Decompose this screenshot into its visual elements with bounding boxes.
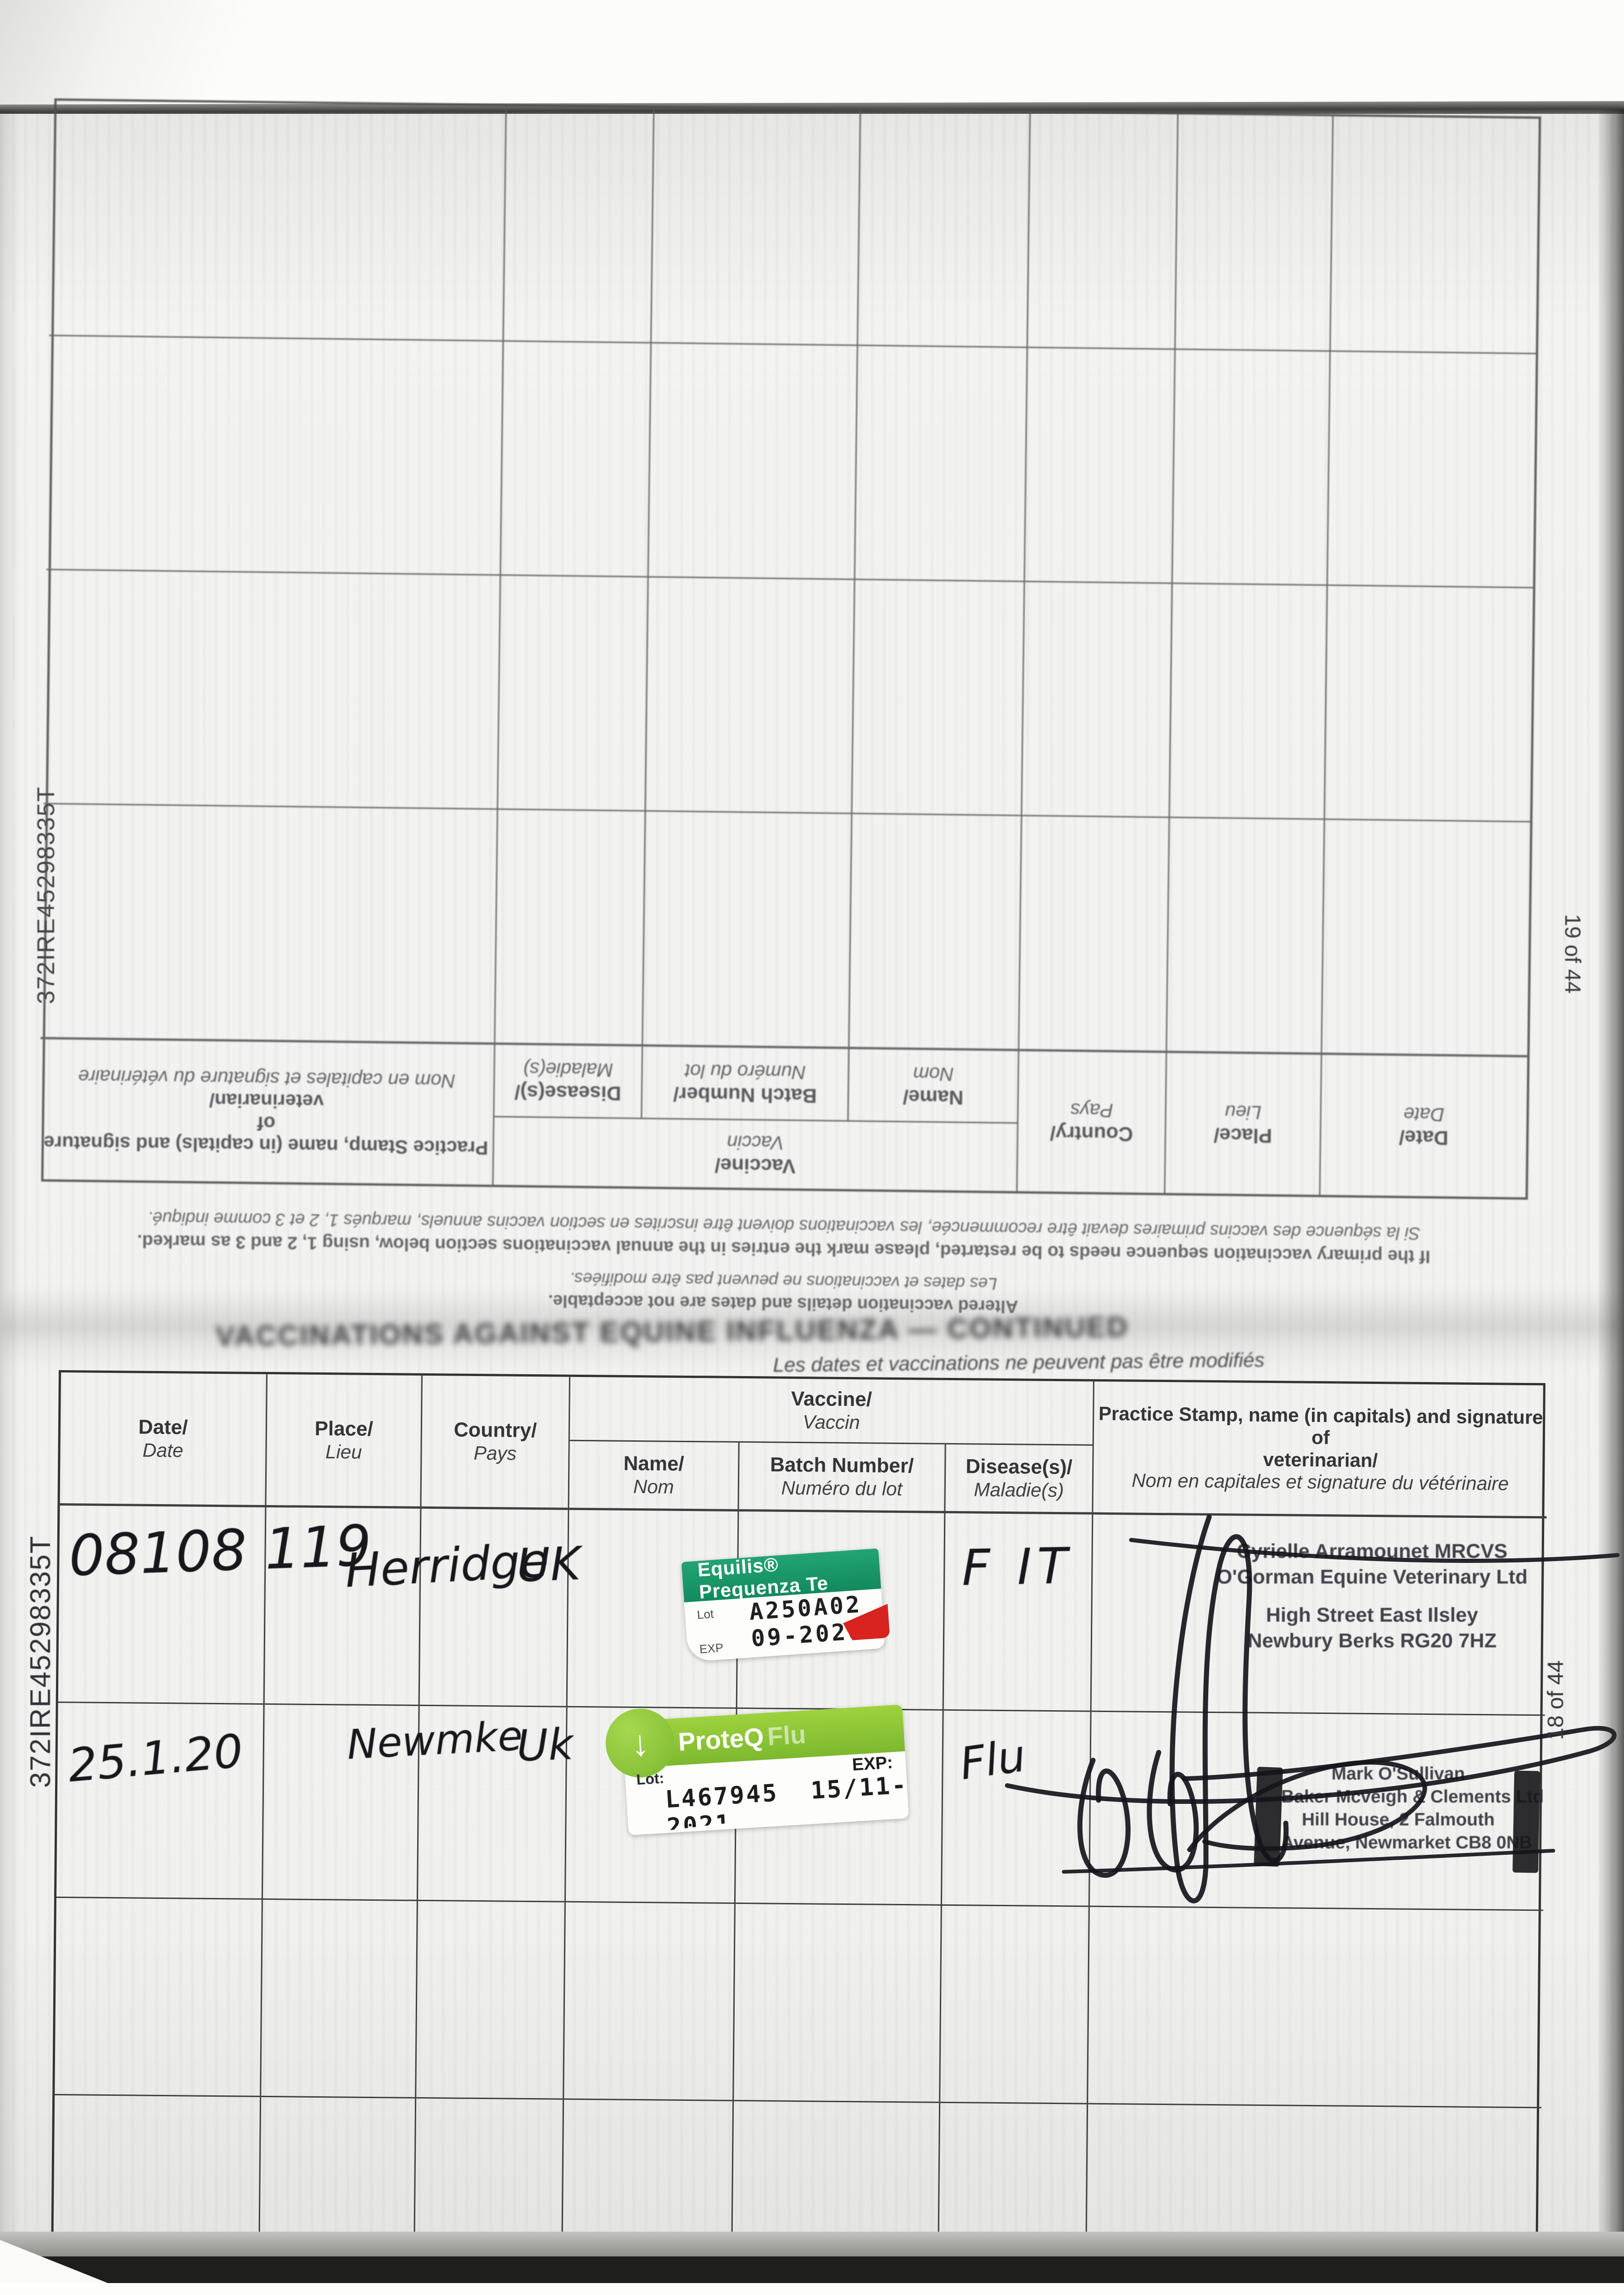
table-cell bbox=[734, 1903, 942, 2103]
paper-background bbox=[0, 114, 1624, 2244]
table-cell bbox=[499, 340, 651, 577]
table-cell bbox=[857, 110, 1030, 347]
table-cell bbox=[644, 576, 854, 813]
exp-label: EXP bbox=[699, 1640, 724, 1656]
header-name: Name/ Nom bbox=[847, 1047, 1018, 1123]
paper-shading bbox=[0, 114, 1624, 2244]
header-batch-number: Batch Number/ Numéro du lot bbox=[739, 1442, 946, 1513]
passport-number-vertical-top: 372IRE45298335T bbox=[32, 786, 60, 1004]
table-cell bbox=[1021, 581, 1172, 817]
table-cell bbox=[1026, 112, 1178, 349]
table-cell bbox=[1321, 818, 1530, 1055]
header-country: Country/ Pays bbox=[421, 1375, 570, 1510]
entry1-country-handwritten: UK bbox=[516, 1536, 581, 1593]
entry2-place-handwritten: Newmke bbox=[346, 1712, 524, 1769]
passport-number-vertical-bottom: 372IRE45298335T bbox=[24, 1535, 56, 1788]
left-edge-shadow bbox=[0, 109, 21, 2239]
bottom-page-edge bbox=[0, 2232, 1624, 2257]
table-cell bbox=[854, 344, 1027, 581]
table-cell bbox=[1174, 114, 1333, 351]
lot-label: Lot: bbox=[636, 1769, 665, 1788]
practice-stamp-row1: Cyrielle Arramounet MRCVS O'Gorman Equin… bbox=[1217, 1540, 1528, 1652]
table-cell bbox=[647, 342, 857, 579]
table-cell bbox=[43, 569, 500, 809]
scanner-background bbox=[0, 0, 1624, 109]
signature-row2 bbox=[1062, 1750, 1555, 1878]
right-edge-shadow bbox=[1597, 109, 1624, 2248]
header-date: Date/ Date bbox=[1319, 1052, 1528, 1198]
header-batch-number: Batch Number/ Numéro du lot bbox=[641, 1044, 848, 1120]
table-cell bbox=[494, 808, 645, 1045]
header-place: Place/ Lieu bbox=[266, 1374, 423, 1509]
table-cell bbox=[848, 812, 1021, 1049]
table-cell bbox=[40, 803, 497, 1043]
proteqflu-brand-bold: ProteQ bbox=[677, 1722, 765, 1756]
passport-bottom-edge bbox=[0, 2256, 1624, 2284]
vaccine-sticker-proteqflu: ProteQ Flu ↓ Lot: L467945 15/11-2021 EXP… bbox=[603, 1704, 909, 1836]
lot-label: Lot bbox=[696, 1606, 714, 1622]
page-number-bottom: 18 of 44 bbox=[1543, 1660, 1568, 1740]
table-cell bbox=[1326, 350, 1536, 587]
table-cell bbox=[497, 574, 647, 811]
table-cell bbox=[46, 335, 503, 575]
header-disease: Disease(s)/ Maladie(s) bbox=[493, 1042, 642, 1118]
header-vaccine: Vaccine/ Vaccin bbox=[569, 1377, 1094, 1446]
page-number-top: 19 of 44 bbox=[1560, 914, 1585, 994]
header-vaccine: Vaccine/ Vaccin bbox=[492, 1116, 1017, 1192]
table-cell bbox=[416, 1901, 566, 2100]
page-fold-shadow bbox=[0, 1290, 1624, 1368]
table-cell bbox=[851, 578, 1024, 815]
table-cell bbox=[650, 108, 860, 345]
table-cell bbox=[261, 1899, 418, 2099]
header-name: Name/ Nom bbox=[569, 1441, 740, 1511]
entry1-date-handwritten: 08108 119 bbox=[67, 1513, 373, 1589]
table-cell bbox=[564, 1902, 736, 2101]
table-cell bbox=[1171, 348, 1329, 585]
upside-down-page: Altered vaccination details and dates ar… bbox=[26, 98, 1555, 1336]
table-cell bbox=[55, 1898, 263, 2097]
table-cell bbox=[642, 810, 851, 1047]
table-cell bbox=[1018, 815, 1169, 1051]
table-cell bbox=[502, 106, 653, 342]
proteqflu-brand-light: Flu bbox=[766, 1719, 807, 1751]
exp-label: EXP: bbox=[851, 1753, 893, 1775]
table-cell bbox=[1023, 347, 1174, 583]
table-cell bbox=[1329, 116, 1539, 353]
entry2-country-handwritten: Uk bbox=[516, 1719, 575, 1772]
table-cell bbox=[1166, 817, 1324, 1053]
header-country: Country/ Pays bbox=[1016, 1049, 1166, 1193]
table-cell bbox=[49, 101, 505, 340]
vaccine-sticker-equilis: Equilis® Prequenza Te Lot A250A02 09-202… bbox=[681, 1548, 885, 1662]
header-date: Date/ Date bbox=[60, 1372, 268, 1507]
scanner-background-bottom bbox=[0, 2283, 1624, 2295]
table-cell bbox=[1168, 582, 1327, 819]
header-place: Place/ Lieu bbox=[1164, 1051, 1321, 1195]
table-cell bbox=[1323, 584, 1533, 821]
vaccination-table-empty: Date/ Date Place/ Lieu Country/ Pays Vac… bbox=[39, 98, 1541, 1200]
header-practice-stamp: Practice Stamp, name (in capitals) and s… bbox=[39, 1037, 494, 1185]
